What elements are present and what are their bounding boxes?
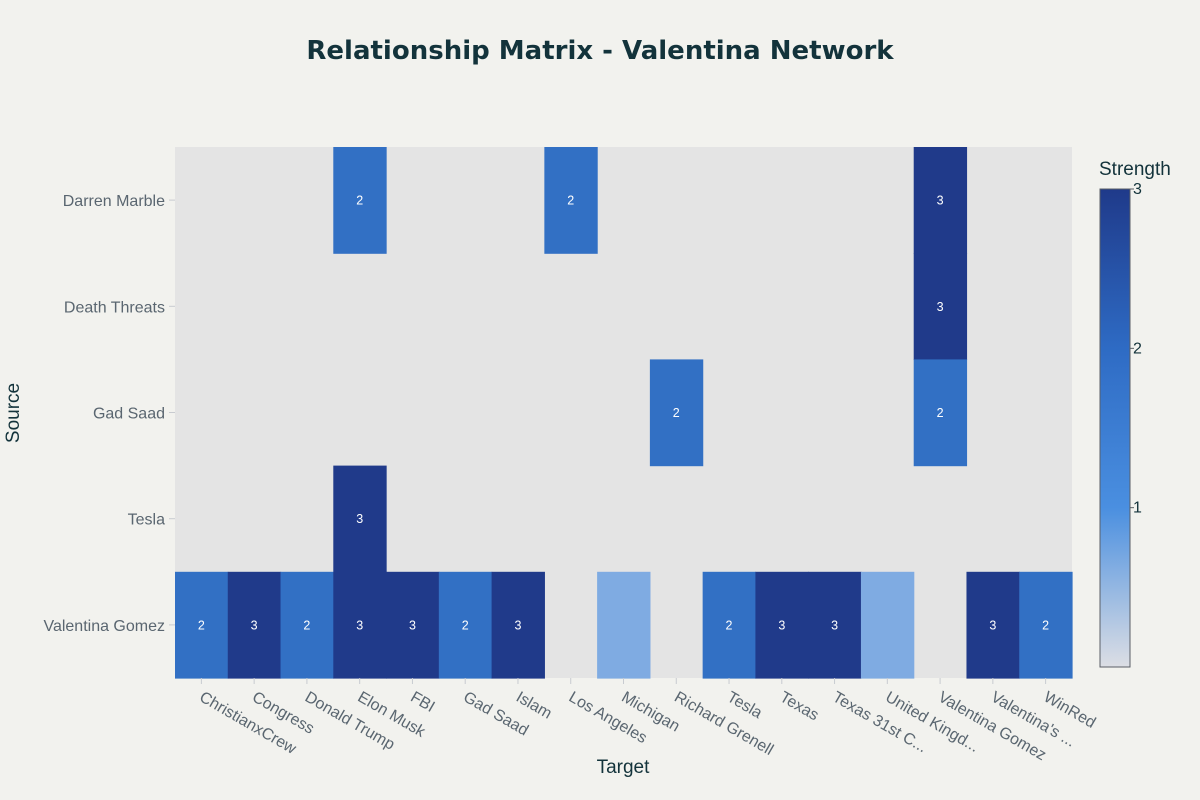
colorbar-tick-label: 2 xyxy=(1133,340,1142,357)
heatmap-cell[interactable] xyxy=(175,571,229,679)
y-tick-label: Valentina Gomez xyxy=(43,618,165,635)
colorbar-tick-label: 3 xyxy=(1133,181,1142,198)
cell-value-label: 2 xyxy=(462,618,469,632)
cell-value-label: 3 xyxy=(831,618,838,632)
heatmap-cell[interactable] xyxy=(913,359,968,467)
heatmap-cell[interactable] xyxy=(544,147,598,254)
heatmap-cells-layer xyxy=(175,147,1073,679)
y-tick-label: Tesla xyxy=(128,512,165,529)
cell-value-label: 3 xyxy=(356,512,363,526)
heatmap-cell[interactable] xyxy=(702,571,757,679)
cell-value-label: 3 xyxy=(937,300,944,314)
cell-value-label: 3 xyxy=(514,618,521,632)
cell-value-label: 3 xyxy=(251,618,258,632)
x-tick-label: Donald Trump xyxy=(302,689,398,754)
cell-value-label: 3 xyxy=(937,194,944,208)
x-axis-title: Target xyxy=(597,757,651,778)
cell-value-label: 2 xyxy=(198,618,205,632)
heatmap-cell[interactable] xyxy=(966,571,1020,679)
cell-value-label: 2 xyxy=(726,618,733,632)
cell-value-label: 2 xyxy=(567,194,574,208)
y-tick-label: Death Threats xyxy=(64,299,165,316)
heatmap-cell[interactable] xyxy=(649,359,704,467)
heatmap-cell[interactable] xyxy=(333,147,387,254)
colorbar-tick-label: 1 xyxy=(1133,500,1142,517)
cell-value-label: 2 xyxy=(673,406,680,420)
heatmap-cell[interactable] xyxy=(491,571,545,679)
x-tick-label: Texas xyxy=(777,689,822,725)
cell-value-label: 2 xyxy=(356,194,363,208)
colorbar-ticks: 1 2 3 xyxy=(1130,181,1142,517)
cell-labels-layer: 2 2 3 3 2 2 3 2 3 2 3 3 2 3 2 3 3 3 2 xyxy=(198,194,1049,633)
heatmap-cell[interactable] xyxy=(755,571,809,679)
x-tick-label: Richard Grenell xyxy=(671,689,776,759)
y-tick-label: Gad Saad xyxy=(93,406,165,423)
chart-title: Relationship Matrix - Valentina Network xyxy=(306,36,894,66)
x-tick-label: FBI xyxy=(407,689,437,716)
cell-value-label: 3 xyxy=(778,618,785,632)
heatmap-cell[interactable] xyxy=(333,571,387,679)
heatmap-cell[interactable] xyxy=(280,571,334,679)
heatmap-cell[interactable] xyxy=(333,465,387,573)
heatmap-cell[interactable] xyxy=(913,253,968,360)
heatmap-cell[interactable] xyxy=(913,147,968,254)
cell-value-label: 2 xyxy=(1042,618,1049,632)
colorbar-title: Strength xyxy=(1099,159,1171,180)
heatmap-cell[interactable] xyxy=(227,571,282,679)
heatmap-cell[interactable] xyxy=(1019,571,1073,679)
cell-value-label: 3 xyxy=(409,618,416,632)
cell-value-label: 2 xyxy=(937,406,944,420)
cell-value-label: 3 xyxy=(356,618,363,632)
cell-value-label: 3 xyxy=(989,618,996,632)
colorbar xyxy=(1099,188,1131,668)
heatmap-cell[interactable] xyxy=(386,571,440,679)
heatmap-cell[interactable] xyxy=(808,571,862,679)
y-tick-label: Darren Marble xyxy=(63,193,165,210)
y-axis-title: Source xyxy=(3,383,24,443)
x-tick-label: Texas 31st C... xyxy=(830,689,930,757)
heatmap-cell[interactable] xyxy=(597,571,651,679)
y-axis-ticks: Darren Marble Death Threats Gad Saad Tesla V… xyxy=(43,193,175,635)
heatmap-cell[interactable] xyxy=(860,571,915,679)
cell-value-label: 2 xyxy=(303,618,310,632)
heatmap-cell[interactable] xyxy=(438,571,493,679)
